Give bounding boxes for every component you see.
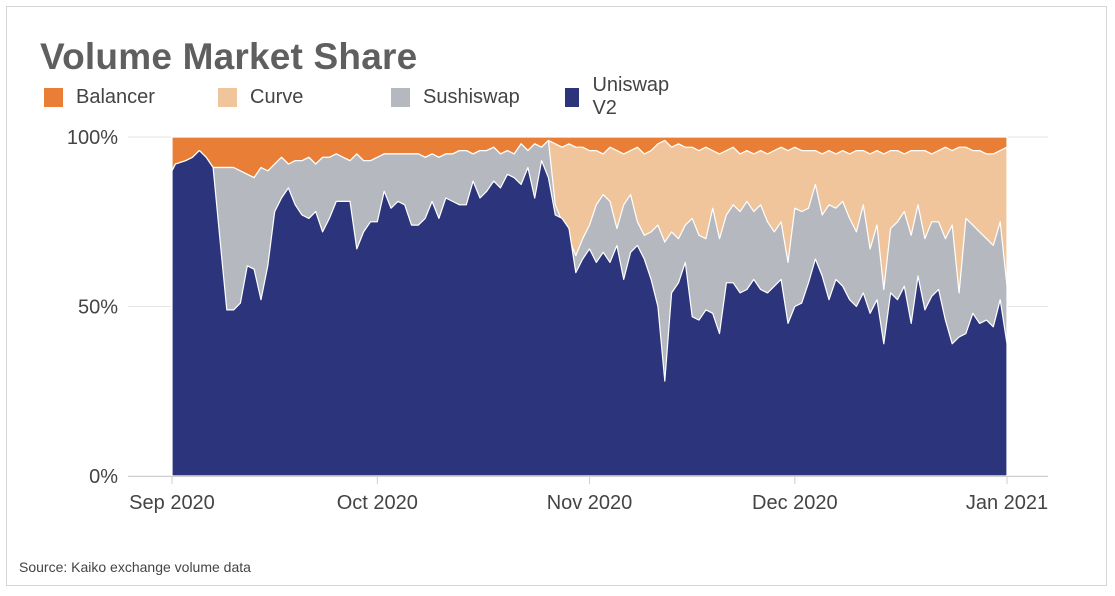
legend-item-curve[interactable]: Curve	[218, 84, 303, 110]
legend-label-sushiswap: Sushiswap	[423, 85, 520, 108]
area-series	[171, 136, 1008, 477]
source-note: Source: Kaiko exchange volume data	[19, 559, 251, 575]
chart-title: Volume Market Share	[40, 36, 418, 77]
legend-label-balancer: Balancer	[76, 85, 155, 108]
legend-swatch-balancer	[44, 87, 63, 107]
legend-item-balancer[interactable]: Balancer	[44, 84, 155, 110]
x-tick-label-sep-2020: Sep 2020	[129, 492, 215, 514]
legend-label-curve: Curve	[250, 85, 304, 108]
legend-swatch-uniswap-v2	[565, 87, 580, 107]
y-tick-label-50: 50%	[78, 297, 118, 319]
y-tick-label-0: 0%	[89, 466, 118, 488]
x-tick-label-jan-2021: Jan 2021	[966, 492, 1048, 514]
x-tick-label-dec-2020: Dec 2020	[752, 492, 838, 514]
legend-label-uniswap-v2: Uniswap V2	[592, 74, 670, 119]
x-tick-label-oct-2020: Oct 2020	[337, 492, 418, 514]
x-tick-label-nov-2020: Nov 2020	[547, 492, 633, 514]
legend-swatch-curve	[218, 87, 237, 107]
area-uniswap-v2	[171, 150, 1008, 477]
legend-item-sushiswap[interactable]: Sushiswap	[391, 84, 520, 110]
legend-item-uniswap-v2[interactable]: Uniswap V2	[565, 74, 674, 119]
y-tick-label-100: 100%	[67, 127, 118, 149]
legend-swatch-sushiswap	[391, 87, 410, 107]
